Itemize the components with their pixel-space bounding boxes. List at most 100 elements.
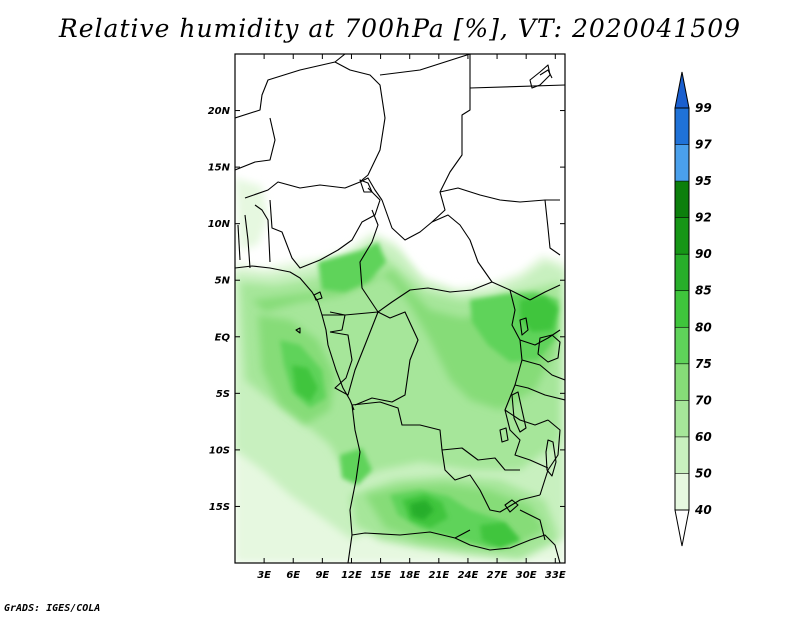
border-line	[235, 117, 276, 171]
colorbar-label: 99	[695, 101, 712, 115]
humidity-region-85-se	[480, 522, 520, 548]
border-line	[244, 214, 251, 269]
border-line	[329, 209, 379, 316]
lon-tick-label: 21E	[428, 570, 449, 581]
border-line	[329, 311, 379, 396]
humidity-region-80-north	[318, 242, 386, 292]
lon-tick-label: 3E	[257, 570, 271, 581]
lon-tick-label: 24E	[458, 570, 479, 581]
border-line	[351, 401, 520, 471]
lake-chad	[359, 179, 373, 193]
lat-tick-label: 10N	[208, 219, 231, 230]
map-title: Relative humidity at 700hPa [%], VT: 202…	[58, 14, 742, 43]
lon-tick-label: 15E	[370, 570, 391, 581]
colorbar-segment	[675, 436, 689, 474]
lon-tick-label: 30E	[516, 570, 537, 581]
country-borders	[235, 54, 565, 563]
colorbar-label: 92	[695, 211, 712, 225]
colorbar-segment	[675, 144, 689, 182]
border-line	[269, 187, 381, 269]
coastline	[235, 265, 355, 411]
border-line	[322, 314, 346, 333]
lat-tick-label: 5N	[215, 276, 231, 287]
lake-kariba	[504, 499, 519, 513]
colorbar-segment	[675, 254, 689, 291]
border-line	[244, 181, 361, 199]
colorbar-label: 97	[695, 138, 712, 152]
map-frame	[234, 53, 566, 564]
border-line	[514, 384, 565, 401]
lat-tick-label: 15N	[208, 163, 231, 174]
lon-axis: 3E 6E 9E 12E 15E 18E 21E 24E 27E 30E 33E	[257, 54, 566, 581]
colorbar-label: 90	[695, 247, 712, 261]
border-line	[334, 54, 346, 63]
humidity-region-50-north	[235, 178, 268, 250]
border-line	[504, 289, 549, 469]
colorbar-segment	[675, 108, 689, 145]
lon-tick-label: 9E	[315, 570, 329, 581]
lat-tick-label: 15S	[209, 502, 230, 513]
border-line	[521, 359, 565, 381]
humidity-region-80-sw	[340, 448, 372, 485]
border-line	[347, 534, 353, 563]
lon-tick-label: 18E	[399, 570, 420, 581]
lon-tick-label: 6E	[286, 570, 300, 581]
border-line	[504, 409, 549, 426]
border-line	[381, 199, 493, 283]
lat-tick-label: 20N	[208, 106, 231, 117]
lat-tick-label: 10S	[209, 445, 230, 456]
lake-tanganyika	[511, 391, 527, 433]
humidity-region-85	[292, 365, 318, 402]
colorbar-bottom-arrow	[674, 509, 690, 547]
border-line	[454, 534, 561, 563]
humidity-region-90	[410, 500, 434, 520]
credit-text: GrADS: IGES/COLA	[4, 603, 101, 614]
lat-tick-label: 5S	[216, 389, 230, 400]
lake-mweru	[499, 427, 509, 443]
lat-tick-label: EQ	[215, 332, 231, 343]
lake-albert	[519, 317, 529, 336]
humidity-region-75	[252, 270, 558, 410]
colorbar-label: 40	[694, 503, 712, 517]
colorbar-label: 75	[695, 357, 712, 371]
lake-victoria	[537, 334, 561, 363]
lat-axis: 20N 15N 10N 5N EQ 5S 10S 15S	[208, 106, 565, 513]
colorbar: 40 50 60 70 75 80 85 90 92 95 97 99	[674, 71, 712, 547]
colorbar-segment	[675, 363, 689, 401]
colorbar-segment	[675, 181, 689, 218]
border-line	[235, 61, 386, 181]
border-line	[354, 311, 419, 406]
humidity-region-85-east	[520, 296, 558, 332]
colorbar-segment	[675, 290, 689, 328]
colorbar-segment	[675, 400, 689, 437]
border-line	[431, 54, 471, 223]
lon-tick-label: 33E	[545, 570, 566, 581]
lon-tick-label: 12E	[341, 570, 362, 581]
colorbar-segment	[675, 217, 689, 255]
border-line	[254, 204, 271, 263]
border-line	[441, 449, 541, 513]
border-line	[519, 329, 561, 346]
lake-malawi	[545, 439, 557, 477]
colorbar-label: 60	[695, 430, 712, 444]
lon-tick-label: 27E	[487, 570, 508, 581]
colorbar-label: 70	[695, 393, 712, 407]
colorbar-label: 85	[695, 284, 712, 298]
border-line	[539, 419, 561, 496]
humidity-field	[235, 54, 565, 563]
border-line	[237, 224, 241, 261]
border-line	[529, 284, 561, 301]
coastline	[539, 69, 553, 79]
colorbar-label: 95	[695, 174, 712, 188]
colorbar-label: 50	[695, 466, 712, 480]
island	[295, 327, 301, 334]
border-line	[544, 199, 561, 256]
colorbar-top-arrow	[674, 71, 690, 109]
colorbar-segment	[675, 473, 689, 510]
island	[313, 291, 323, 301]
border-line	[359, 177, 383, 201]
border-line	[469, 84, 565, 89]
border-line	[377, 281, 531, 313]
border-line	[379, 54, 471, 76]
